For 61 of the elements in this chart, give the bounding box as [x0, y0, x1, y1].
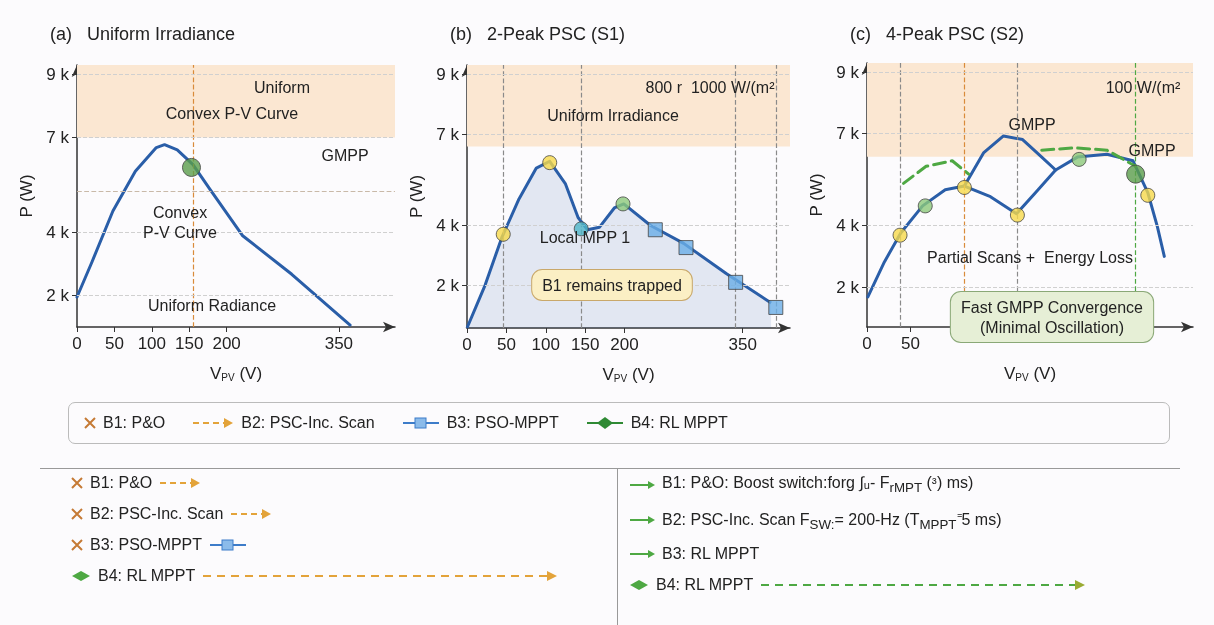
x-axis-title: VPV (V) [1003, 364, 1057, 383]
y-tick-label: 4 k [436, 215, 460, 235]
annotation: GMPP [1128, 141, 1176, 159]
annotation: B1 remains trapped [542, 276, 682, 294]
text: B2: PSC-Inc. Scan F$_{SW:}$= 200-Hz (T$_{MPPT}$⁼5 ms) [662, 510, 1002, 533]
y-tick-label: 2 k [436, 276, 460, 296]
chart-title: (a) Uniform Irradiance [50, 24, 236, 44]
annotation: Partial Scans + Energy Loss [927, 248, 1133, 266]
x-tick-label: 200 [610, 335, 639, 354]
annotation: 100 W/(m² [1105, 78, 1182, 96]
y-tick-label: 7 k [436, 125, 460, 145]
x-tick-label: 0 [462, 335, 472, 354]
y-tick-label: 2 k [836, 277, 860, 297]
y-tick-label: 2 k [46, 285, 70, 305]
text: B4: RL MPPT [630, 414, 728, 432]
x-tick-label: 200 [212, 334, 241, 353]
text: B4: RL MPPT [98, 567, 196, 585]
y-tick-label: 9 k [836, 62, 860, 82]
y-tick-label: 9 k [436, 64, 460, 84]
x-tick-label: 150 [175, 334, 204, 353]
chart-title: (b) 2-Peak PSC (S1) [450, 24, 626, 44]
x-tick-label: 50 [901, 334, 920, 353]
annotation: Local MPP 1 [539, 228, 631, 246]
annotation: Uniform Irradiance [547, 106, 679, 124]
text: B2: PSC-Inc. Scan [241, 414, 375, 432]
x-tick-label: 350 [728, 335, 757, 354]
text: B4: RL MPPT [656, 576, 754, 595]
x-tick-label: 50 [104, 334, 124, 353]
x-tick-label: 50 [496, 335, 516, 354]
x-axis-title: VPV (V) [209, 364, 263, 383]
x-tick-label: 0 [862, 334, 872, 353]
text: B1: P&O [90, 474, 153, 492]
text: B1: P&O: Boost switch:forg ∫ᵤ- F$_{rMPT}$ (ᶟ) ms) [662, 474, 974, 496]
text: B2: PSC-Inc. Scan [90, 505, 224, 523]
x-tick-label: 100 [137, 334, 167, 353]
annotation: Uniform [253, 78, 311, 96]
y-tick-label: 7 k [46, 128, 70, 148]
annotation: GMPP [321, 146, 369, 164]
annotation: Convex P-V Curve [143, 203, 217, 241]
y-axis-title: P (W) [17, 174, 36, 218]
annotation: Convex P-V Curve [165, 104, 299, 122]
x-tick-label: 100 [531, 335, 560, 354]
y-tick-label: 4 k [836, 216, 860, 236]
annotation: 800 r 1000 W/(m² [645, 78, 776, 96]
y-axis-title: P (W) [407, 174, 426, 219]
chart-title: (c) 4-Peak PSC (S2) [850, 24, 1025, 44]
y-tick-label: 9 k [46, 64, 70, 84]
y-tick-label: 4 k [46, 222, 70, 242]
y-tick-label: 7 k [836, 124, 860, 144]
x-axis-title: VPV (V) [602, 365, 655, 384]
text: B1: P&O [103, 414, 166, 432]
annotation: Fast GMPP Convergence (Minimal Oscillation) [960, 298, 1144, 336]
annotation: Uniform Radiance [147, 296, 277, 314]
x-tick-label: 150 [570, 335, 600, 354]
text: B3: PSO-MPPT [446, 414, 559, 432]
annotation: GMPP [1008, 115, 1056, 133]
text: B3: RL MPPT [662, 545, 760, 564]
x-tick-label: 0 [72, 334, 82, 353]
x-tick-label: 350 [324, 334, 354, 353]
y-axis-title: P (W) [807, 173, 826, 217]
text: B3: PSO-MPPT [90, 536, 203, 554]
